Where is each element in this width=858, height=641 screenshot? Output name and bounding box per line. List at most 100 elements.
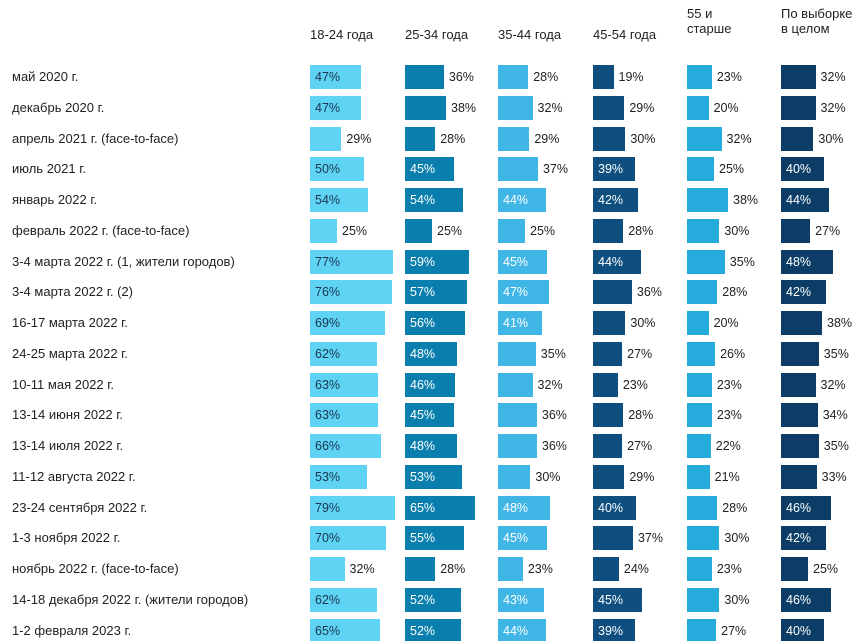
value-label: 36% (636, 285, 662, 300)
value-label: 35% (823, 346, 849, 361)
bar (498, 434, 537, 458)
value-label: 19% (618, 70, 644, 84)
value-label: 35% (540, 346, 566, 361)
bar (405, 95, 447, 120)
bar (687, 65, 712, 89)
category-label: 13-14 июля 2022 г. (12, 438, 124, 453)
column-header: 45-54 года (593, 27, 657, 42)
value-label: 28% (722, 285, 748, 300)
bar (593, 526, 633, 551)
value-label: 62% (315, 592, 341, 607)
value-label: 38% (733, 193, 759, 207)
column-header: 55 и старше (687, 6, 732, 36)
category-label: 10-11 мая 2022 г. (12, 376, 115, 392)
category-label: 23-24 сентября 2022 г. (12, 499, 148, 515)
bar (310, 126, 342, 151)
bar (405, 188, 464, 212)
bar (498, 495, 550, 520)
bar (687, 249, 725, 274)
bar (498, 526, 547, 551)
value-label: 23% (716, 408, 742, 423)
value-label: 45% (410, 408, 436, 423)
value-label: 35% (729, 254, 755, 269)
value-label: 46% (410, 377, 436, 392)
bar (781, 618, 825, 641)
bar (781, 587, 831, 612)
bar (781, 495, 831, 520)
bar (405, 618, 462, 641)
value-label: 45% (598, 592, 624, 607)
value-label: 44% (503, 193, 529, 207)
value-label: 38% (451, 100, 477, 115)
bar (310, 372, 379, 397)
bar (781, 341, 819, 366)
category-label: 16-17 марта 2022 г. (12, 315, 128, 330)
bar (687, 188, 729, 212)
bar (781, 218, 811, 243)
value-label: 77% (315, 254, 341, 269)
value-label: 20% (713, 316, 739, 330)
bar (687, 464, 710, 489)
value-label: 63% (315, 377, 341, 392)
column-header: 35-44 года (498, 27, 562, 42)
value-label: 54% (315, 193, 341, 207)
bar (593, 372, 618, 397)
category-label: 13-14 июня 2022 г. (12, 407, 124, 423)
value-label: 36% (541, 439, 567, 453)
value-label: 50% (315, 162, 341, 177)
bar (781, 95, 816, 120)
bar (781, 372, 816, 397)
bar (405, 557, 436, 581)
value-label: 24% (623, 562, 649, 576)
bar (593, 188, 639, 212)
column-header: По выборке в целом (781, 6, 853, 36)
bar (593, 495, 637, 520)
value-label: 21% (714, 469, 740, 484)
category-label: ноябрь 2022 г. (face-to-face) (12, 561, 179, 576)
value-label: 53% (315, 469, 341, 484)
bar (498, 280, 549, 305)
bar (405, 311, 466, 335)
category-label: февраль 2022 г. (face-to-face) (12, 222, 190, 238)
bar (405, 526, 465, 551)
bar (781, 403, 818, 428)
bar (781, 157, 825, 182)
value-label: 27% (627, 439, 653, 453)
category-label: апрель 2021 г. (face-to-face) (12, 130, 179, 146)
bar (498, 341, 536, 366)
bar (405, 65, 444, 89)
bar (498, 372, 533, 397)
value-label: 25% (719, 162, 745, 177)
value-label: 52% (410, 623, 436, 638)
bar (498, 311, 543, 335)
bar (498, 157, 538, 182)
value-label: 59% (410, 254, 436, 269)
bar (593, 464, 625, 489)
bar (781, 557, 808, 581)
bar (593, 249, 641, 274)
bar (593, 434, 623, 458)
bar (498, 188, 546, 212)
value-label: 25% (342, 223, 368, 238)
value-label: 22% (715, 439, 741, 453)
value-label: 32% (537, 100, 563, 115)
bar (593, 403, 624, 428)
value-label: 23% (716, 70, 742, 84)
bar (687, 218, 720, 243)
bar (687, 403, 712, 428)
value-label: 48% (410, 346, 436, 361)
bar (498, 403, 537, 428)
value-label: 29% (534, 131, 560, 146)
bar (498, 618, 546, 641)
bar (687, 434, 711, 458)
bar (593, 95, 625, 120)
bar (405, 587, 462, 612)
value-label: 33% (821, 469, 847, 484)
value-label: 42% (786, 531, 812, 546)
value-label: 23% (527, 562, 553, 576)
bar (498, 464, 531, 489)
bar (405, 157, 454, 182)
bar (405, 218, 432, 243)
bar (405, 341, 457, 366)
value-label: 28% (628, 408, 654, 423)
